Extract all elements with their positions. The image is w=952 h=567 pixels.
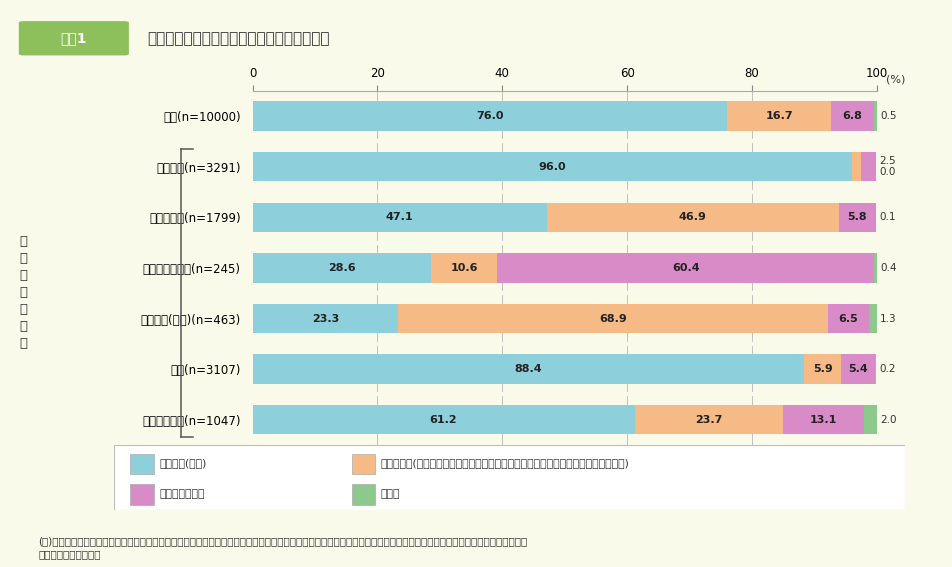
Text: 13.1: 13.1 xyxy=(809,415,836,425)
Bar xyxy=(873,253,876,282)
FancyBboxPatch shape xyxy=(19,21,129,56)
Text: その他: その他 xyxy=(381,489,400,499)
Text: 47.1: 47.1 xyxy=(386,212,413,222)
Text: 自営業・自由業: 自営業・自由業 xyxy=(159,489,205,499)
Text: 0.1: 0.1 xyxy=(879,212,895,222)
Text: 60.4: 60.4 xyxy=(671,263,699,273)
Bar xyxy=(782,405,863,434)
Bar xyxy=(546,202,839,232)
Text: 16.7: 16.7 xyxy=(764,111,792,121)
Bar xyxy=(841,354,874,384)
Text: 23.7: 23.7 xyxy=(694,415,722,425)
Bar xyxy=(398,304,827,333)
Bar xyxy=(252,202,546,232)
Text: 0.4: 0.4 xyxy=(879,263,896,273)
Bar xyxy=(851,152,860,181)
Text: 28.6: 28.6 xyxy=(327,263,355,273)
Text: 61.2: 61.2 xyxy=(429,415,457,425)
Bar xyxy=(252,354,803,384)
Text: 96.0: 96.0 xyxy=(538,162,565,172)
Text: 23.3: 23.3 xyxy=(311,314,339,324)
Bar xyxy=(252,304,398,333)
Text: 2.5
0.0: 2.5 0.0 xyxy=(879,156,895,177)
Bar xyxy=(803,354,841,384)
Text: 6.5: 6.5 xyxy=(838,314,858,324)
Text: 現在の就学・就業状況別の希望する雇用形態: 現在の就学・就業状況別の希望する雇用形態 xyxy=(148,31,330,46)
Bar xyxy=(252,253,430,282)
FancyBboxPatch shape xyxy=(351,484,375,505)
Bar xyxy=(497,253,873,282)
FancyBboxPatch shape xyxy=(130,454,153,475)
Text: 図表1: 図表1 xyxy=(61,31,87,45)
Text: 5.9: 5.9 xyxy=(812,364,832,374)
Bar xyxy=(860,152,875,181)
Text: 46.9: 46.9 xyxy=(678,212,706,222)
Text: 76.0: 76.0 xyxy=(475,111,503,121)
Bar xyxy=(874,354,875,384)
Text: 1.3: 1.3 xyxy=(879,314,896,324)
Bar xyxy=(634,405,782,434)
Text: (注)「あなたが、現在、最も希望する雇用の形態等を教えてください。（就業していない方も、現在就業するとした場合に希望する雇用の形態をお答えください。）」との問
: (注)「あなたが、現在、最も希望する雇用の形態等を教えてください。（就業していな… xyxy=(38,536,526,559)
Bar xyxy=(252,101,726,131)
Text: (%): (%) xyxy=(885,75,904,84)
Bar xyxy=(827,304,867,333)
Bar xyxy=(726,101,830,131)
Text: 5.4: 5.4 xyxy=(847,364,867,374)
Bar xyxy=(252,152,851,181)
Text: 0.2: 0.2 xyxy=(879,364,895,374)
FancyBboxPatch shape xyxy=(130,484,153,505)
Text: 6.8: 6.8 xyxy=(842,111,862,121)
Text: 2.0: 2.0 xyxy=(879,415,896,425)
Text: 88.4: 88.4 xyxy=(514,364,542,374)
Text: 現
在
の
雇
用
形
態: 現 在 の 雇 用 形 態 xyxy=(20,235,28,349)
Bar xyxy=(430,253,497,282)
Text: 5.8: 5.8 xyxy=(846,212,866,222)
Text: 0.5: 0.5 xyxy=(879,111,896,121)
Bar xyxy=(867,304,876,333)
Bar xyxy=(252,405,634,434)
Text: 非正規雇用(パート、アルバイト、労働者派遣事業所の派遣社員、契約社員、嘱託等): 非正規雇用(パート、アルバイト、労働者派遣事業所の派遣社員、契約社員、嘱託等) xyxy=(381,458,629,468)
Bar xyxy=(863,405,876,434)
FancyBboxPatch shape xyxy=(351,454,375,475)
Bar xyxy=(839,202,875,232)
Bar xyxy=(873,101,876,131)
Text: 10.6: 10.6 xyxy=(450,263,477,273)
Text: 正規雇用(常勤): 正規雇用(常勤) xyxy=(159,458,207,468)
Bar xyxy=(830,101,873,131)
Text: 68.9: 68.9 xyxy=(599,314,626,324)
